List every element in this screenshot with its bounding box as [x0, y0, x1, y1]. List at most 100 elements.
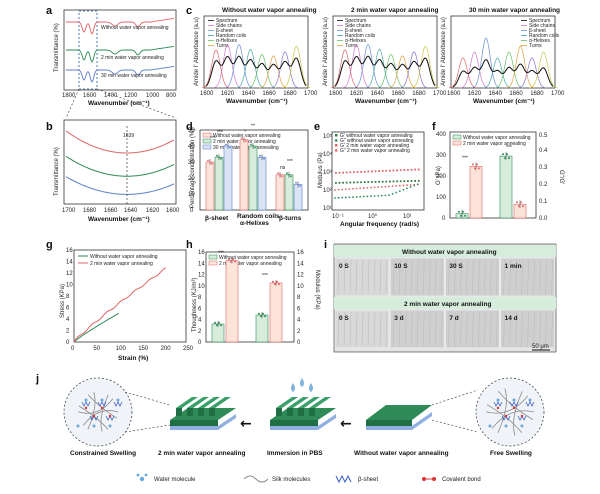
i-tile-label: 7 d	[449, 315, 458, 322]
i-tile-label: 0 S	[339, 315, 349, 322]
i-tile-texture	[428, 311, 431, 347]
i-tile-texture	[521, 259, 523, 295]
c-legend-text: Turns	[529, 43, 542, 49]
i-tile-texture	[509, 259, 511, 295]
j-mid-2: Immersion in PBS	[267, 450, 323, 457]
panel-j: j 2 min water vapor annealing ← Immersio…	[35, 373, 545, 484]
a-xtick: 1400	[104, 93, 118, 99]
g-legend: Without water vapor annealing 2 min wate…	[78, 254, 158, 267]
i-tile-texture	[496, 259, 498, 295]
c-legend-text: Side chains	[529, 23, 555, 29]
d-legend-swatch	[202, 138, 212, 144]
c-xtick: 1680	[412, 91, 426, 97]
e-point	[342, 171, 344, 174]
d-ytick: 50	[188, 128, 195, 134]
j-film-constrained	[170, 397, 236, 430]
d-point	[295, 182, 297, 184]
silk-molecule-icon	[243, 475, 269, 483]
e-point	[362, 195, 365, 198]
e-point	[398, 184, 401, 187]
d-sig: ***	[287, 159, 293, 165]
j-water	[520, 424, 524, 428]
i-title-1: Without water vapor annealing	[402, 249, 497, 256]
a-ylabel: Transmittance (%)	[54, 23, 60, 72]
g-legend-text: 2 min water vapor annealing	[90, 261, 153, 267]
f-point	[478, 167, 480, 170]
panel-f-label: f	[432, 121, 436, 133]
panel-g-frame	[73, 249, 187, 343]
g-xtick: 150	[138, 346, 149, 352]
i-tile-label: 1 min	[505, 263, 522, 270]
c-xtick: 1640	[242, 91, 256, 97]
j-ridge-side	[209, 408, 215, 416]
b-xtick: 1620	[146, 208, 160, 214]
h-y2tick: 12	[297, 273, 304, 279]
f-y2tick: 0.4	[539, 148, 548, 154]
e-point	[410, 168, 413, 171]
h-ytick: 4	[198, 318, 202, 324]
f-y2tick: 0.3	[539, 165, 548, 171]
i-tile-texture	[385, 311, 388, 347]
c-legend-text: Spectrum	[345, 18, 366, 24]
i-tile-texture	[434, 311, 437, 347]
e-point	[417, 179, 420, 182]
g-legend-text: Without water vapor annealing	[90, 254, 158, 260]
c-subpanel-3: 30 min water vapor annealing SpectrumSide…	[441, 7, 565, 105]
i-scale: 50 μm	[532, 344, 549, 350]
d-point	[250, 143, 252, 146]
j-film-substrate	[170, 414, 236, 430]
i-title-bar-2	[334, 297, 556, 309]
c-xtick: 1640	[489, 91, 503, 97]
e-legend-text: G" 2 min water vapor annealing	[340, 148, 410, 154]
e-point	[334, 189, 336, 191]
panel-c: c Without water vapor annealingSpectrumS…	[186, 5, 565, 105]
j-film-free-side	[366, 420, 412, 426]
i-tile-texture	[484, 311, 486, 347]
a-xtick: 800	[166, 93, 177, 99]
c-frame	[203, 15, 309, 89]
f-y2tick: 0.5	[539, 133, 548, 139]
j-beta-sheet	[113, 401, 123, 407]
j-legend-silk: Silk molecules	[272, 477, 310, 483]
c-legend-text: β-sheet	[216, 28, 233, 34]
c-peak	[201, 49, 231, 89]
h-y2tick: 2	[297, 329, 301, 335]
f-ytick: 0	[442, 216, 446, 222]
j-covalent	[100, 406, 104, 410]
c-peak	[471, 37, 501, 89]
h-sig: ***	[218, 250, 224, 256]
i-tile-texture	[515, 311, 517, 347]
j-water	[92, 424, 96, 428]
j-covalent	[84, 406, 88, 410]
a-legend-without: Without water vapor annealing	[101, 25, 169, 31]
e-point	[384, 194, 387, 197]
i-tile-texture	[404, 311, 407, 347]
e-point	[348, 188, 351, 190]
e-point	[353, 181, 355, 184]
d-ytick: 20	[188, 176, 195, 182]
i-tile-texture	[466, 311, 468, 347]
h-legend-text: Without water vapor annealing	[219, 255, 287, 261]
i-tile-texture	[521, 311, 523, 347]
b-xtick: 1680	[83, 208, 97, 214]
e-legend-marker	[335, 134, 338, 137]
h-point	[220, 324, 222, 327]
e-point	[392, 180, 395, 183]
j-ridge-top	[298, 397, 320, 408]
j-legend-covalent: Covalent bond	[442, 477, 481, 483]
c-legend-text: α-Helixes	[529, 38, 550, 44]
h-y2tick: 16	[297, 250, 304, 256]
panel-d: d Without water vapor annealing 2 min wa…	[186, 121, 309, 227]
j-silk-strand	[100, 394, 109, 432]
e-point	[392, 169, 395, 172]
j-covalent	[108, 414, 112, 418]
e-point	[416, 183, 419, 186]
e-point	[413, 184, 416, 187]
e-point	[362, 187, 365, 189]
i-tile-texture	[422, 311, 425, 347]
f-point	[504, 157, 506, 160]
e-point	[384, 185, 387, 188]
f-legend-swatch	[452, 140, 462, 146]
f-point	[506, 153, 508, 156]
